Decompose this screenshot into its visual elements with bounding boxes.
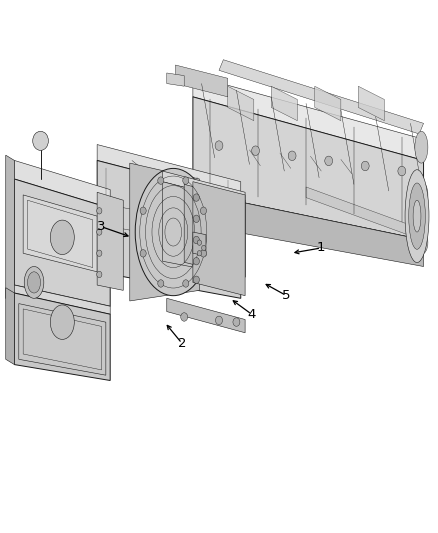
Polygon shape [193, 182, 245, 296]
Polygon shape [271, 86, 297, 120]
Polygon shape [130, 163, 199, 301]
Ellipse shape [415, 182, 428, 208]
Circle shape [97, 229, 102, 235]
Polygon shape [358, 86, 385, 120]
Text: 2: 2 [178, 337, 186, 350]
Polygon shape [176, 65, 228, 97]
Polygon shape [14, 293, 110, 381]
Ellipse shape [413, 200, 421, 232]
Circle shape [181, 313, 187, 321]
Polygon shape [23, 195, 97, 272]
Circle shape [233, 318, 240, 326]
Circle shape [197, 240, 201, 245]
Circle shape [97, 208, 102, 214]
Polygon shape [6, 288, 14, 365]
Ellipse shape [135, 168, 212, 296]
Polygon shape [97, 192, 123, 290]
Text: 5: 5 [282, 289, 291, 302]
Text: 4: 4 [247, 308, 256, 321]
Polygon shape [184, 184, 245, 277]
Polygon shape [219, 60, 424, 134]
Circle shape [288, 151, 296, 160]
Circle shape [140, 207, 146, 214]
Circle shape [33, 131, 48, 150]
Polygon shape [193, 192, 424, 266]
Circle shape [97, 250, 102, 256]
Polygon shape [97, 160, 241, 298]
Circle shape [361, 161, 369, 171]
Circle shape [201, 245, 206, 251]
Circle shape [201, 207, 206, 214]
Polygon shape [167, 298, 245, 333]
Polygon shape [193, 76, 424, 160]
Polygon shape [193, 192, 424, 256]
Circle shape [193, 276, 199, 284]
Circle shape [193, 257, 199, 265]
Circle shape [252, 146, 259, 156]
Ellipse shape [50, 305, 74, 340]
Ellipse shape [415, 231, 428, 254]
Circle shape [197, 251, 201, 256]
Ellipse shape [409, 183, 425, 249]
Ellipse shape [405, 169, 429, 263]
Circle shape [183, 280, 189, 287]
Circle shape [193, 194, 199, 201]
Circle shape [158, 177, 164, 184]
Circle shape [158, 280, 164, 287]
Circle shape [183, 177, 189, 184]
Circle shape [140, 249, 146, 257]
Circle shape [398, 166, 406, 176]
Polygon shape [306, 187, 415, 237]
Polygon shape [162, 171, 245, 203]
Polygon shape [315, 86, 341, 120]
Polygon shape [228, 86, 254, 120]
Polygon shape [167, 73, 184, 86]
Circle shape [215, 141, 223, 150]
Ellipse shape [24, 266, 44, 298]
Polygon shape [6, 155, 14, 304]
Polygon shape [14, 179, 110, 306]
Polygon shape [97, 144, 241, 198]
Polygon shape [193, 97, 424, 240]
Circle shape [325, 156, 332, 166]
Polygon shape [162, 182, 245, 277]
Polygon shape [14, 160, 110, 208]
Text: 1: 1 [317, 241, 325, 254]
Circle shape [215, 316, 223, 325]
Circle shape [97, 271, 102, 278]
Circle shape [201, 249, 206, 257]
Polygon shape [14, 285, 110, 314]
Polygon shape [193, 232, 206, 256]
Circle shape [193, 215, 199, 222]
Ellipse shape [28, 272, 41, 293]
Circle shape [193, 236, 199, 244]
Ellipse shape [415, 131, 428, 163]
Ellipse shape [50, 220, 74, 255]
Text: 3: 3 [97, 220, 106, 233]
